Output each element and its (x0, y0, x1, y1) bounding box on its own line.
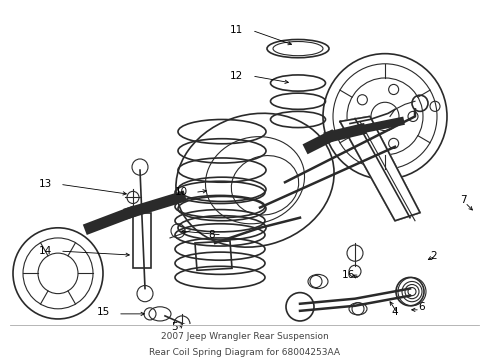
Text: 10: 10 (175, 187, 187, 197)
Text: 7: 7 (459, 195, 466, 206)
Text: 8: 8 (208, 230, 215, 240)
Text: 16: 16 (341, 270, 354, 280)
Text: 2007 Jeep Wrangler Rear Suspension: 2007 Jeep Wrangler Rear Suspension (160, 332, 328, 341)
Text: 13: 13 (39, 179, 52, 189)
Polygon shape (339, 116, 419, 221)
Text: Rear Coil Spring Diagram for 68004253AA: Rear Coil Spring Diagram for 68004253AA (149, 348, 339, 357)
Text: 12: 12 (229, 71, 243, 81)
Text: 5: 5 (171, 322, 178, 332)
Text: 11: 11 (229, 25, 243, 35)
Text: 6: 6 (417, 302, 424, 312)
Text: 2: 2 (429, 251, 436, 261)
Text: 14: 14 (39, 246, 52, 256)
Text: 15: 15 (97, 307, 110, 317)
Text: 4: 4 (391, 307, 398, 317)
